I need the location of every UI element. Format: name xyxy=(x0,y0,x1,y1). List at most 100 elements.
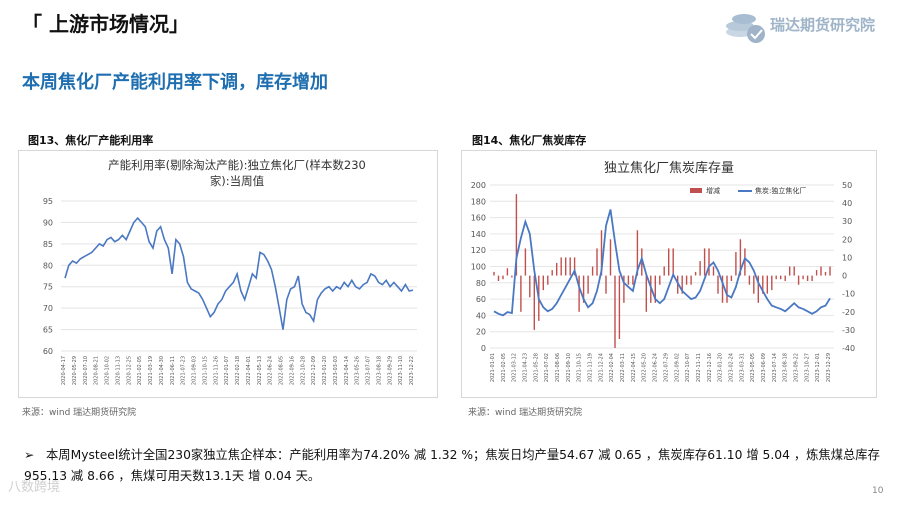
y-right-tick-label: 30 xyxy=(842,217,852,226)
x-tick-label: 2023-12-22 xyxy=(409,356,415,385)
x-tick-label: 2023-12-01 xyxy=(815,353,821,382)
x-tick-label: 2023-04-14 xyxy=(344,356,350,385)
x-tick-label: 2021-12-24 xyxy=(598,353,604,382)
increase-decrease-bar xyxy=(515,194,518,276)
increase-decrease-bar xyxy=(721,275,724,303)
x-tick-label: 2022-01-07 xyxy=(224,356,230,385)
x-tick-label: 2021-03-12 xyxy=(512,353,518,382)
increase-decrease-bar xyxy=(569,257,571,276)
increase-decrease-bar xyxy=(529,275,531,298)
x-tick-label: 2022-04-01 xyxy=(246,356,252,385)
increase-decrease-bar xyxy=(582,275,585,303)
summary-bullet: ➢ 本周Mysteel统计全国230家独立焦企样本：产能利用率为74.20% 减 … xyxy=(24,445,884,487)
y-tick-label: 65 xyxy=(43,326,53,335)
y-left-tick-label: 200 xyxy=(471,181,486,190)
increase-decrease-bar xyxy=(645,275,647,312)
x-tick-label: 2023-03-31 xyxy=(739,353,745,382)
increase-decrease-bar xyxy=(730,275,733,281)
increase-decrease-bar xyxy=(591,266,594,276)
chart-source-note: 来源：wind 瑞达期货研究院 xyxy=(468,408,583,418)
chart-title: 产能利用率(剔除淘汰产能):独立焦化厂(样本数230 xyxy=(108,158,366,172)
increase-decrease-bar xyxy=(565,257,567,276)
increase-decrease-bar xyxy=(703,248,706,276)
y-left-tick-label: 20 xyxy=(476,328,486,337)
x-tick-label: 2022-03-11 xyxy=(620,353,626,382)
x-tick-label: 2023-08-18 xyxy=(376,356,382,385)
increase-decrease-bar xyxy=(744,248,746,276)
increase-decrease-bar xyxy=(600,230,603,276)
x-tick-label: 2022-05-20 xyxy=(642,353,648,382)
x-tick-label: 2022-06-24 xyxy=(653,353,659,382)
page-number: 10 xyxy=(872,486,884,496)
increase-decrease-bar xyxy=(573,257,576,276)
increase-decrease-bar xyxy=(659,275,661,285)
y-left-tick-label: 120 xyxy=(471,246,486,255)
increase-decrease-bar xyxy=(506,268,509,276)
increase-decrease-bar xyxy=(771,275,773,291)
y-left-tick-label: 160 xyxy=(471,214,486,223)
x-tick-label: 2022-05-13 xyxy=(257,356,263,385)
x-tick-label: 2023-03-03 xyxy=(333,356,339,385)
increase-decrease-bar xyxy=(784,275,786,281)
x-tick-label: 2021-04-30 xyxy=(159,356,165,385)
x-tick-label: 2021-04-23 xyxy=(523,353,529,382)
increase-decrease-bar xyxy=(520,275,522,312)
x-tick-label: 2022-11-11 xyxy=(696,353,702,382)
y-left-tick-label: 60 xyxy=(476,295,486,304)
chart-panel-utilization: 产能利用率(剔除淘汰产能):独立焦化厂(样本数230 家):当周值 60 65 70 75… xyxy=(18,150,438,398)
increase-decrease-bar xyxy=(690,275,692,285)
increase-decrease-bar xyxy=(757,275,759,303)
increase-decrease-bar xyxy=(551,270,553,276)
x-tick-label: 2022-09-02 xyxy=(674,353,680,382)
x-tick-label: 2023-09-22 xyxy=(793,353,799,382)
increase-decrease-bar xyxy=(524,248,527,276)
legend-swatch-bar xyxy=(690,188,702,193)
arrow-bullet-icon: ➢ xyxy=(24,448,35,462)
coin-stack-icon xyxy=(726,14,765,43)
chart-title: 家):当周值 xyxy=(210,174,265,188)
chart-title: 独立焦化厂焦炭库存量 xyxy=(604,160,734,176)
increase-decrease-bar xyxy=(739,239,742,276)
increase-decrease-bar xyxy=(753,275,755,294)
y-tick-label: 60 xyxy=(43,347,53,356)
x-tick-label: 2023-05-26 xyxy=(355,356,361,385)
y-right-tick-label: 10 xyxy=(842,253,852,262)
increase-decrease-bar xyxy=(587,275,589,294)
x-tick-label: 2023-07-14 xyxy=(772,353,778,382)
increase-decrease-bar xyxy=(789,266,791,276)
figure-14-title: 图14、焦化厂焦炭库存 xyxy=(472,134,587,147)
y-left-tick-label: 80 xyxy=(476,279,486,288)
y-right-tick-label: 40 xyxy=(842,199,852,208)
increase-decrease-bar xyxy=(685,275,688,285)
increase-decrease-bar xyxy=(681,275,683,294)
x-tick-label: 2022-09-16 xyxy=(289,356,295,385)
x-tick-label: 2022-10-28 xyxy=(300,356,306,385)
x-tick-label: 2022-06-24 xyxy=(268,356,274,385)
utilization-line-chart: 产能利用率(剔除淘汰产能):独立焦化厂(样本数230 家):当周值 60 65 70 75… xyxy=(43,158,417,385)
logo-text: 瑞达期货研究院 xyxy=(770,16,876,34)
y-left-tick-label: 180 xyxy=(471,197,486,206)
increase-decrease-bar xyxy=(668,248,670,276)
increase-decrease-bar xyxy=(614,275,616,348)
y-tick-label: 85 xyxy=(43,240,53,249)
x-tick-label: 2023-12-29 xyxy=(826,353,832,382)
y-right-tick-label: -30 xyxy=(842,326,855,335)
chart-panel-inventory: 独立焦化厂焦炭库存量 增减 焦炭:独立焦化厂 0 20 40 60 80 100 120 140 16… xyxy=(461,150,877,398)
increase-decrease-bar xyxy=(824,271,827,276)
increase-decrease-bar xyxy=(632,275,634,285)
increase-decrease-bar xyxy=(596,248,598,276)
increase-decrease-bar xyxy=(618,275,621,339)
increase-decrease-bar xyxy=(802,275,804,280)
increase-decrease-bar xyxy=(542,275,544,291)
y-right-tick-label: -20 xyxy=(842,308,855,317)
x-tick-label: 2022-07-29 xyxy=(663,353,669,382)
increase-decrease-bar xyxy=(623,275,625,303)
x-tick-label: 2021-07-23 xyxy=(181,356,187,385)
increase-decrease-bar xyxy=(502,275,504,280)
increase-decrease-bar xyxy=(748,275,751,285)
x-tick-label: 2021-11-26 xyxy=(213,356,219,385)
increase-decrease-bar xyxy=(699,261,701,276)
increase-decrease-bar xyxy=(766,275,768,294)
y-tick-label: 75 xyxy=(43,283,53,292)
increase-decrease-bar xyxy=(726,275,728,303)
